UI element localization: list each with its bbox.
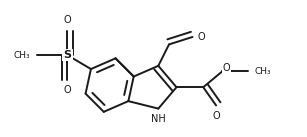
Text: O: O bbox=[223, 63, 230, 73]
Text: O: O bbox=[64, 85, 71, 95]
Text: O: O bbox=[212, 111, 220, 121]
Text: CH₃: CH₃ bbox=[255, 67, 271, 76]
Text: CH₃: CH₃ bbox=[13, 51, 30, 60]
Text: S: S bbox=[63, 50, 72, 60]
Text: O: O bbox=[198, 32, 205, 42]
Text: O: O bbox=[64, 15, 71, 25]
Text: NH: NH bbox=[151, 114, 166, 124]
